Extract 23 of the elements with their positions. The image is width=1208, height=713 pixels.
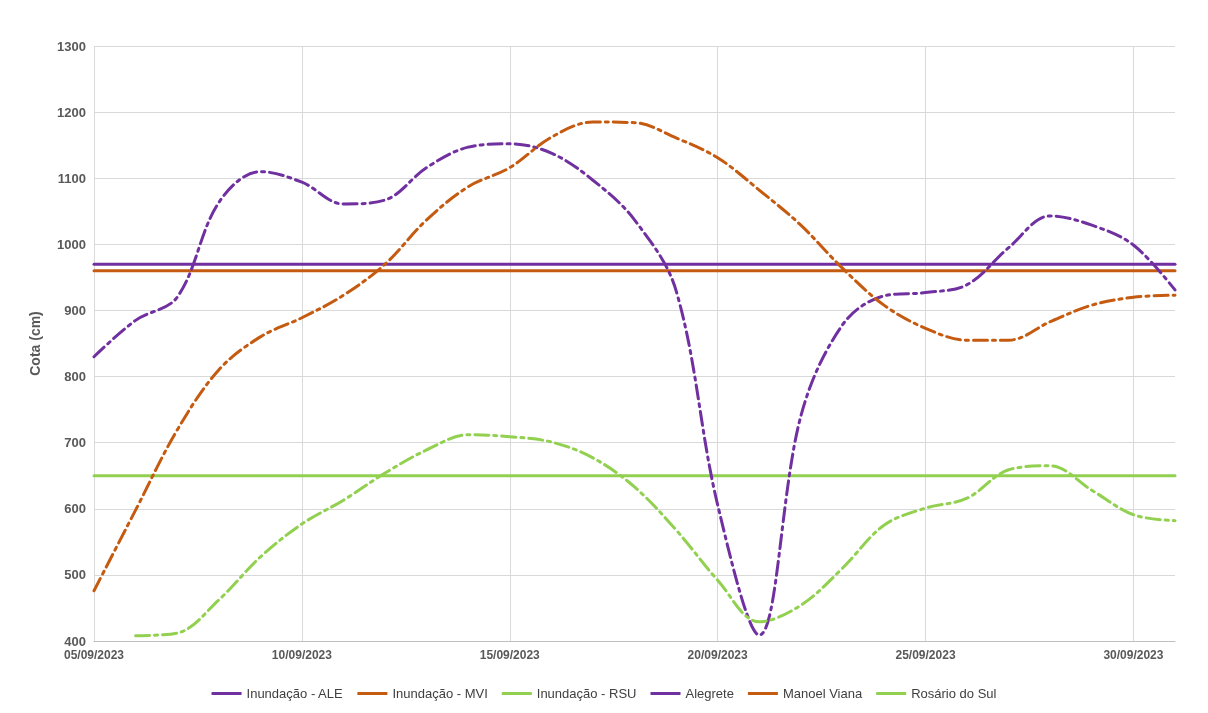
y-tick-label: 1300 bbox=[57, 38, 86, 54]
y-tick-label: 500 bbox=[64, 567, 86, 583]
legend-label: Inundação - MVI bbox=[392, 686, 488, 701]
y-tick-label: 700 bbox=[64, 435, 86, 451]
y-tick-label: 1100 bbox=[57, 170, 86, 186]
y-axis-title: Cota (cm) bbox=[27, 311, 43, 376]
legend-label: Inundação - ALE bbox=[246, 686, 344, 701]
y-tick-label: 1000 bbox=[57, 236, 86, 252]
legend-label: Alegrete bbox=[685, 686, 734, 701]
y-tick-label: 600 bbox=[64, 501, 86, 517]
x-tick-label: 05/09/2023 bbox=[63, 648, 125, 662]
y-tick-label: 900 bbox=[64, 302, 86, 318]
x-tick-label: 25/09/2023 bbox=[895, 648, 956, 662]
x-tick-label: 20/09/2023 bbox=[687, 648, 749, 662]
legend-label: Rosário do Sul bbox=[911, 686, 997, 701]
x-tick-label: 30/09/2023 bbox=[1103, 648, 1164, 662]
y-tick-label: 1200 bbox=[57, 104, 86, 120]
legend-label: Manoel Viana bbox=[782, 686, 863, 701]
y-tick-label: 800 bbox=[64, 369, 86, 385]
x-tick-label: 15/09/2023 bbox=[479, 648, 541, 662]
x-tick-label: 10/09/2023 bbox=[271, 648, 333, 662]
legend-label: Inundação - RSU bbox=[536, 686, 637, 701]
y-tick-label: 400 bbox=[64, 633, 86, 649]
